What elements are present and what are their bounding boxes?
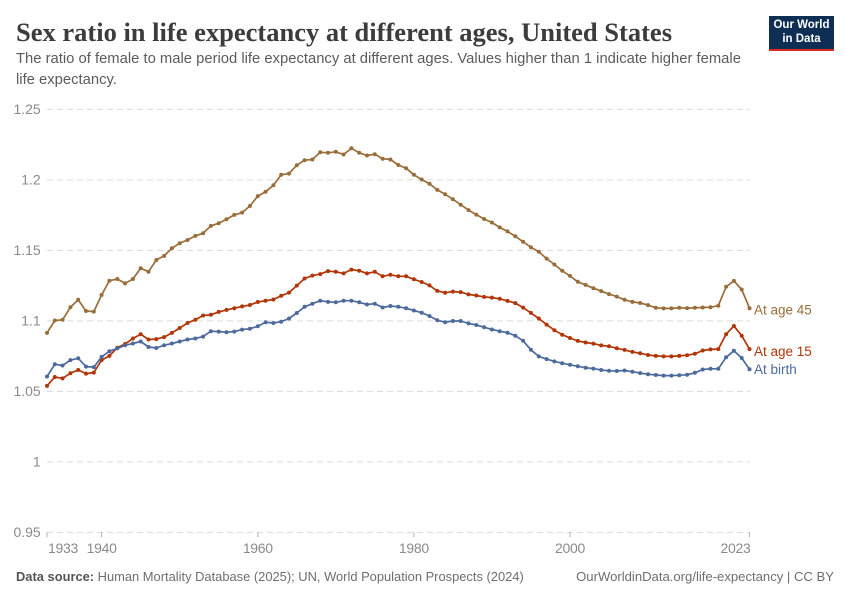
svg-text:1.25: 1.25 [13, 101, 40, 117]
svg-text:1940: 1940 [87, 540, 117, 556]
svg-text:1.15: 1.15 [13, 242, 40, 258]
svg-text:2000: 2000 [555, 540, 585, 556]
svg-text:1933: 1933 [48, 540, 78, 556]
svg-text:0.95: 0.95 [13, 524, 40, 540]
svg-text:2023: 2023 [721, 540, 751, 556]
svg-text:1.2: 1.2 [21, 172, 41, 188]
svg-text:1: 1 [33, 454, 41, 470]
svg-text:1960: 1960 [243, 540, 273, 556]
svg-text:1980: 1980 [399, 540, 429, 556]
svg-text:At birth: At birth [754, 362, 797, 377]
svg-text:At age 45: At age 45 [754, 303, 812, 318]
svg-text:1.05: 1.05 [13, 383, 40, 399]
svg-text:1.1: 1.1 [21, 313, 41, 329]
svg-text:At age 15: At age 15 [754, 344, 812, 359]
